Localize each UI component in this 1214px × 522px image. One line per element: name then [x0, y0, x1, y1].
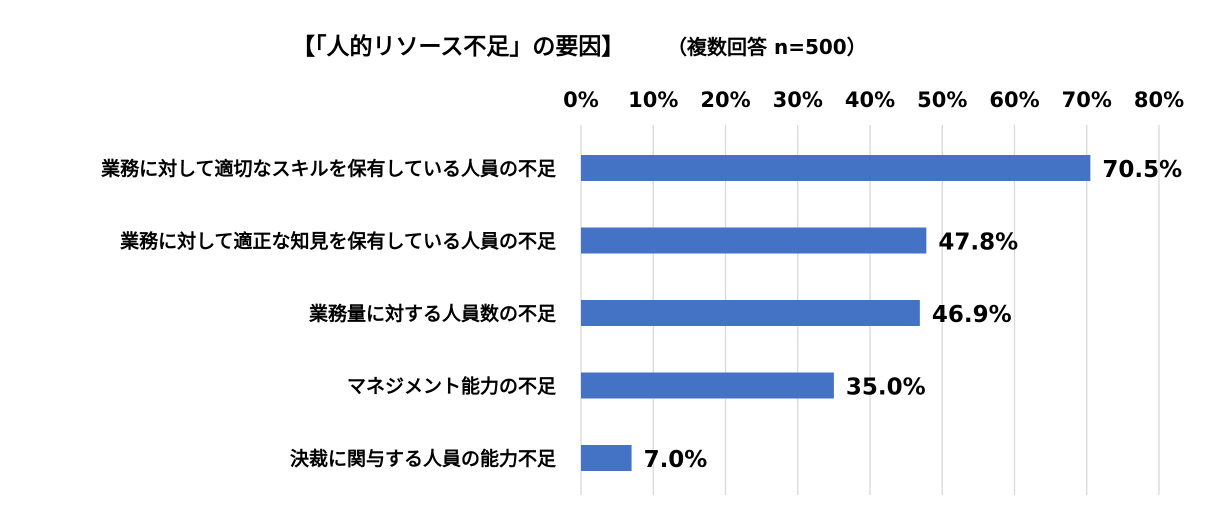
bars	[581, 155, 1091, 471]
data-label: 7.0%	[644, 447, 708, 473]
x-tick-label: 10%	[628, 88, 678, 112]
bar	[581, 372, 834, 399]
category-label: 業務に対して適正な知見を保有している人員の不足	[119, 230, 557, 253]
category-label: マネジメント能力の不足	[347, 375, 557, 398]
x-tick-label: 70%	[1062, 88, 1112, 112]
bar	[581, 227, 927, 254]
x-tick-label: 60%	[989, 88, 1039, 112]
data-label: 35.0%	[846, 375, 926, 401]
x-tick-label: 30%	[773, 88, 823, 112]
x-axis-ticks: 0% 10% 20% 30% 40% 50% 60% 70% 80%	[563, 88, 1184, 112]
category-label: 業務量に対する人員数の不足	[308, 302, 557, 325]
x-tick-label: 50%	[917, 88, 967, 112]
chart-title: 【「人的リソース不足」の要因】	[292, 33, 624, 60]
x-tick-label: 20%	[700, 88, 750, 112]
data-label: 46.9%	[932, 302, 1012, 328]
bar	[581, 155, 1091, 181]
category-label: 決裁に関与する人員の能力不足	[290, 447, 557, 470]
chart-subtitle: （複数回答 n=500）	[667, 35, 867, 59]
x-tick-label: 0%	[563, 88, 599, 112]
category-label: 業務に対して適切なスキルを保有している人員の不足	[100, 157, 557, 180]
category-labels: 業務に対して適切なスキルを保有している人員の不足業務に対して適正な知見を保有して…	[100, 157, 557, 470]
data-label: 47.8%	[938, 230, 1018, 256]
x-tick-label: 40%	[845, 88, 895, 112]
bar	[581, 445, 632, 471]
value-labels: 70.5% 47.8% 46.9% 35.0% 7.0%	[644, 157, 1183, 473]
data-label: 70.5%	[1102, 157, 1182, 183]
bar	[581, 300, 920, 326]
x-tick-label: 80%	[1134, 88, 1184, 112]
